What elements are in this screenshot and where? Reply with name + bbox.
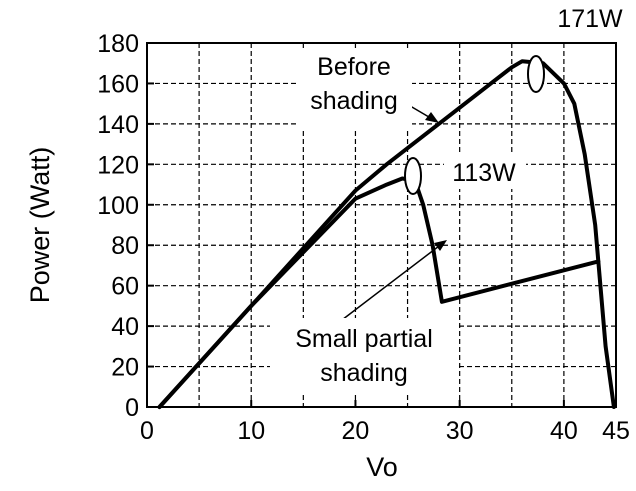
y-tick-label: 80	[111, 232, 139, 260]
x-tick-label: 20	[342, 417, 370, 445]
y-tick-label: 160	[97, 70, 139, 98]
y-tick-label: 0	[125, 394, 139, 422]
x-tick-label: 30	[446, 417, 474, 445]
annotation-before-shading-label: shading	[310, 87, 398, 115]
x-tick-label: 40	[550, 417, 578, 445]
x-tick-label: 45	[602, 417, 630, 445]
plot-frame	[146, 42, 617, 408]
y-axis-label: Power (Watt)	[25, 147, 55, 304]
y-tick-label: 20	[111, 354, 139, 382]
annotation-small-partial-label: Small partial	[295, 325, 433, 353]
annotation-before-label: Before	[317, 53, 391, 81]
peak-marker-partial-shading	[404, 157, 422, 195]
annotation-peak-113w: 113W	[452, 159, 516, 187]
x-tick-label: 0	[140, 417, 154, 445]
x-axis-label: Vo	[366, 452, 398, 482]
x-tick-label: 10	[237, 417, 265, 445]
arrow-small-partial-shading	[337, 240, 447, 324]
axis-ticks: 0 20 40 60 80 100 120 140 160 180 0 10 20 30 40 45	[97, 30, 630, 445]
y-tick-label: 180	[97, 30, 139, 58]
series-line-before-shading	[157, 59, 616, 409]
y-tick-label: 60	[111, 273, 139, 301]
annotation-peak-171w: 171W	[557, 5, 623, 33]
y-tick-label: 100	[97, 192, 139, 220]
y-tick-label: 120	[97, 151, 139, 179]
annotation-small-partial-shading-label: shading	[320, 359, 408, 387]
peak-marker-before-shading	[527, 55, 545, 93]
y-tick-label: 40	[111, 313, 139, 341]
y-tick-label: 140	[97, 111, 139, 139]
